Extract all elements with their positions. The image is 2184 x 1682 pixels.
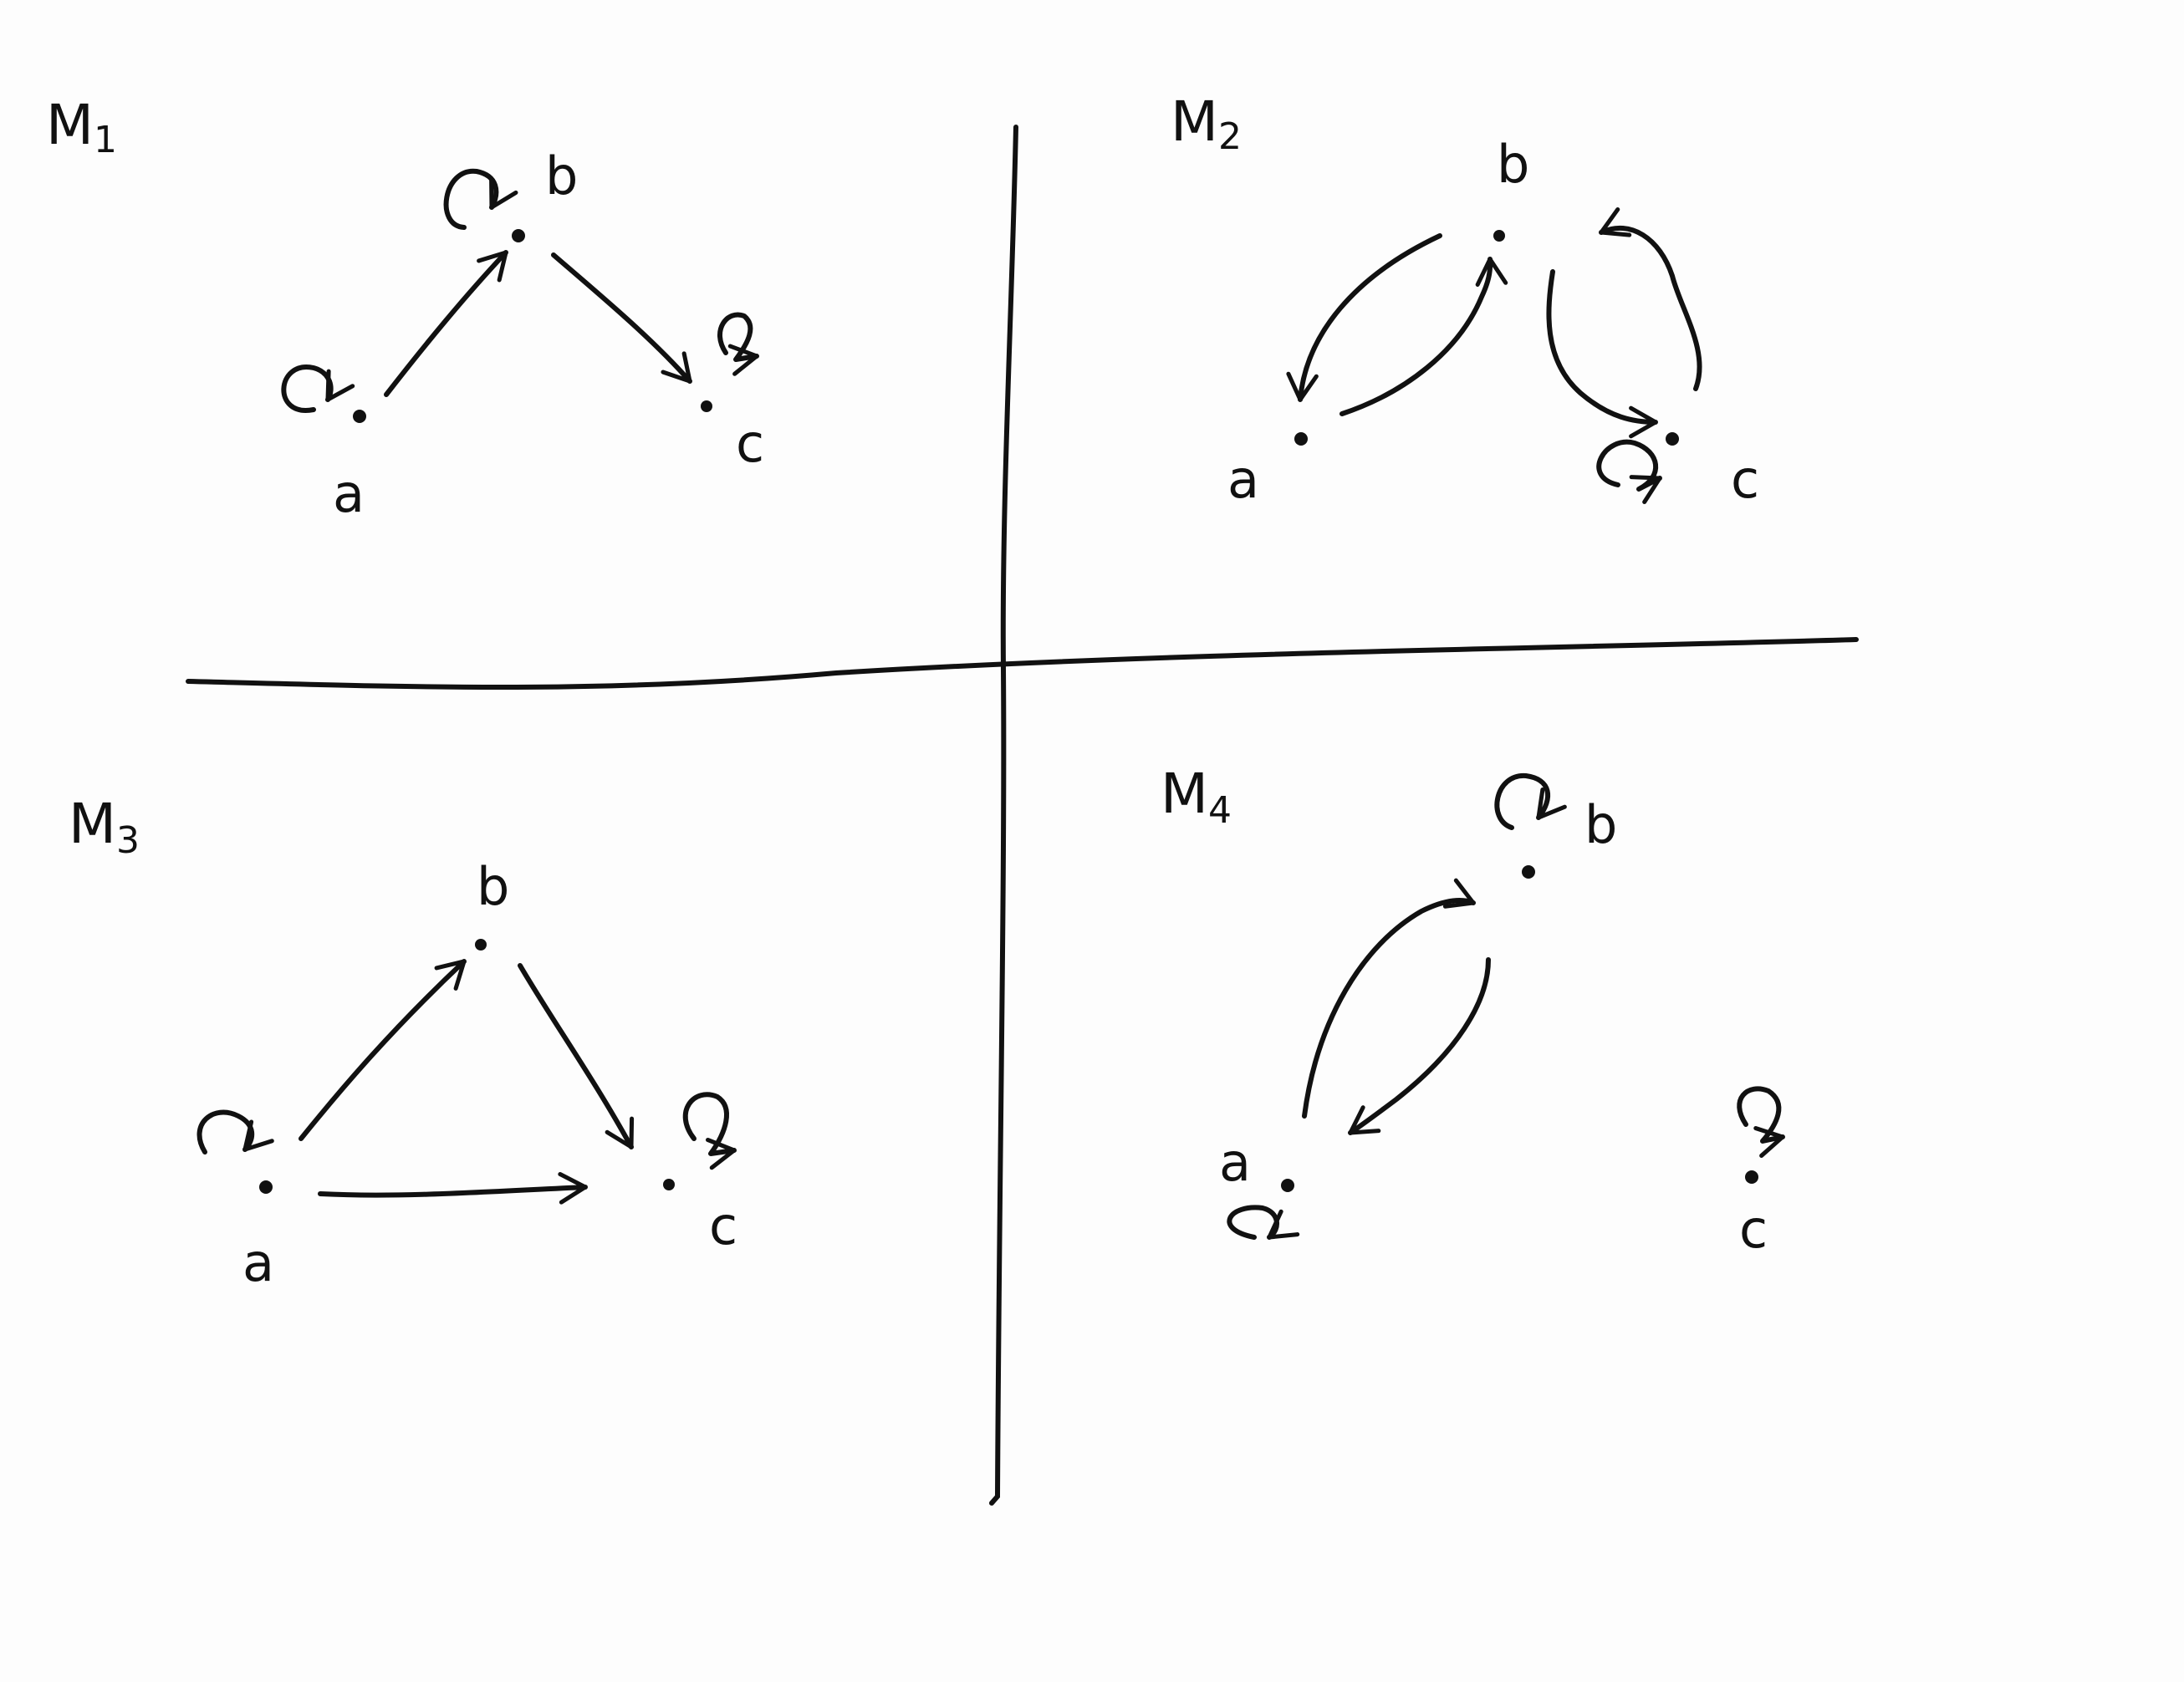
horizontal-divider: [186, 637, 1859, 690]
edge-b-b-loop: [443, 168, 518, 230]
node-a-label: a: [242, 1232, 274, 1293]
edge-a-b: [1302, 878, 1476, 1119]
edge-b-b-loop: [1494, 772, 1567, 830]
node-c-dot: [663, 1179, 675, 1190]
model-m1: M1 a b c: [46, 93, 764, 524]
edge-a-c: [318, 1172, 588, 1205]
edge-b-a: [1286, 233, 1442, 402]
edge-b-c: [551, 252, 692, 384]
node-a-dot: [1281, 1179, 1294, 1192]
node-b-dot: [1522, 865, 1535, 879]
node-a-label: a: [1227, 449, 1259, 510]
edge-b-a: [1348, 957, 1491, 1135]
node-b-label: b: [477, 856, 509, 917]
edge-c-c-loop: [1596, 439, 1662, 504]
node-b-label: b: [1497, 134, 1529, 195]
edge-c-c-loop: [682, 1092, 737, 1170]
edge-b-c: [1546, 269, 1658, 439]
edge-c-c-loop: [717, 312, 759, 376]
model-m1-title: M1: [46, 93, 117, 161]
node-b-label: b: [545, 145, 578, 206]
node-c-label: c: [709, 1195, 737, 1256]
node-a-dot: [353, 410, 366, 423]
node-c-dot: [701, 400, 712, 412]
model-m4-title: M4: [1161, 762, 1232, 832]
edge-c-c-loop: [1737, 1086, 1785, 1158]
edge-a-a-loop: [1227, 1205, 1300, 1240]
edge-a-a-loop: [196, 1109, 274, 1154]
model-m3: M3 a b c: [69, 792, 737, 1293]
model-m2: M2 a b c: [1171, 89, 1759, 510]
edge-b-c: [518, 963, 635, 1149]
node-c-label: c: [1739, 1199, 1768, 1260]
edge-c-b: [1599, 206, 1702, 391]
node-c-dot: [1745, 1170, 1758, 1184]
node-b-dot: [512, 229, 525, 242]
vertical-divider: [989, 125, 1018, 1506]
node-c-label: c: [736, 413, 764, 474]
model-m3-title: M3: [69, 792, 140, 862]
edge-a-b: [384, 250, 508, 397]
edge-a-b: [1339, 257, 1508, 416]
node-c-label: c: [1731, 449, 1759, 510]
node-a-dot: [259, 1180, 273, 1194]
node-b-label: b: [1584, 794, 1617, 855]
model-m4: M4 a b c: [1161, 762, 1785, 1260]
node-b-dot: [475, 939, 487, 951]
node-c-dot: [1666, 432, 1679, 446]
model-m2-title: M2: [1171, 89, 1242, 158]
edge-a-a-loop: [281, 364, 355, 413]
edge-a-b: [299, 959, 467, 1141]
node-b-dot: [1493, 230, 1505, 242]
node-a-label: a: [333, 463, 365, 524]
node-a-dot: [1294, 432, 1308, 446]
node-a-label: a: [1219, 1132, 1251, 1193]
